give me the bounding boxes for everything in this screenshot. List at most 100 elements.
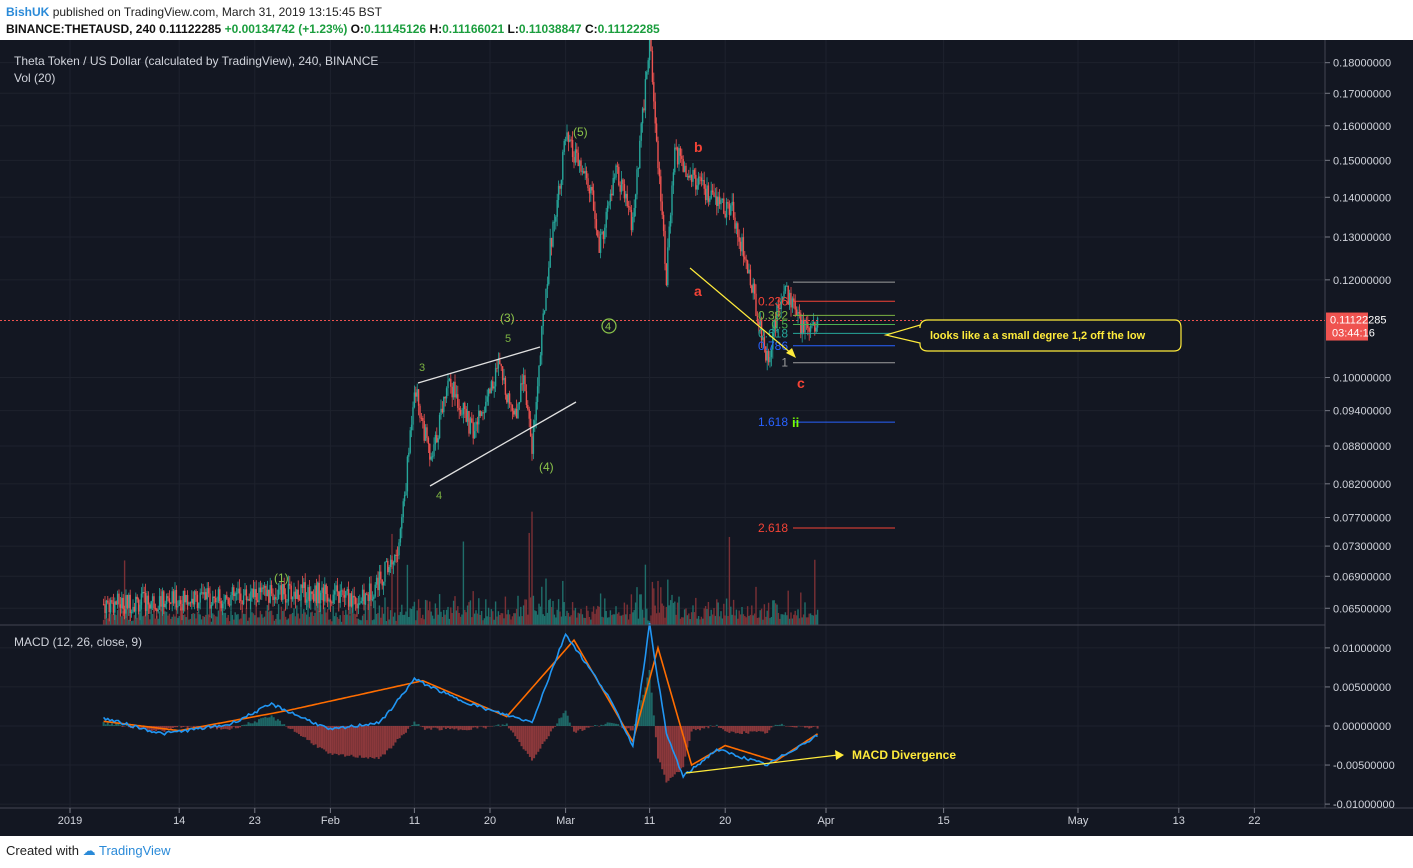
- volume-bar: [700, 616, 703, 625]
- candle-body: [549, 237, 551, 268]
- macd-histogram-bar: [612, 723, 615, 726]
- macd-histogram-bar: [190, 725, 193, 727]
- tradingview-logo-icon[interactable]: ☁: [82, 843, 96, 858]
- macd-histogram-bar: [709, 725, 712, 726]
- candle-body: [335, 585, 337, 592]
- macd-histogram-bar: [203, 725, 206, 729]
- macd-histogram-bar: [598, 725, 601, 727]
- macd-histogram-bar: [772, 725, 775, 727]
- volume-bar: [401, 604, 403, 625]
- candle-body: [413, 392, 416, 408]
- volume-bar: [623, 602, 626, 625]
- macd-axis[interactable]: 0.01000000 0.00500000 0.00000000 -0.0050000…: [1325, 643, 1395, 811]
- macd-histogram-bar: [178, 725, 181, 727]
- macd-histogram-bar: [631, 725, 634, 731]
- volume-bar: [807, 617, 809, 625]
- candle-body: [381, 579, 383, 586]
- macd-histogram-bar: [795, 725, 798, 728]
- time-axis[interactable]: 2019 14 23 Feb 11 20 Mar 11 20 Apr 15 May 13 22: [58, 808, 1261, 827]
- candle-body: [434, 434, 437, 445]
- macd-histogram-bar: [663, 725, 666, 775]
- volume-bar: [503, 618, 505, 625]
- candle-body: [574, 149, 577, 163]
- candle-body: [147, 595, 150, 605]
- candle-body: [626, 193, 628, 207]
- volume-bar: [457, 606, 459, 625]
- volume-bar: [315, 591, 318, 625]
- macd-histogram-bar: [564, 710, 567, 726]
- volume-bar: [794, 610, 796, 625]
- author-link[interactable]: BishUK: [6, 5, 50, 19]
- volume-bar: [132, 620, 134, 625]
- candle-body: [541, 326, 543, 356]
- volume-bar: [394, 612, 396, 625]
- candle-body: [249, 597, 252, 601]
- fib-level-label: 1.618: [758, 415, 788, 429]
- wedge-lower-line[interactable]: [429, 401, 577, 487]
- macd-histogram-bar: [245, 724, 248, 726]
- macd-histogram-bar: [119, 725, 122, 726]
- candle-body: [399, 528, 402, 543]
- candle-body: [140, 593, 143, 605]
- wedge-upper-line[interactable]: [417, 346, 541, 384]
- candle-body: [683, 165, 686, 172]
- candle-body: [472, 422, 474, 439]
- volume-bar: [601, 616, 603, 625]
- macd-histogram-bar: [369, 725, 372, 758]
- candle-body: [310, 591, 312, 602]
- macd-histogram-bar: [106, 722, 109, 726]
- candle-body: [360, 601, 362, 604]
- volume-bar: [595, 609, 598, 625]
- candle-body: [241, 601, 243, 605]
- divergence-arrow-line[interactable]: [685, 754, 839, 774]
- volume-bar: [118, 606, 120, 625]
- volume-bar: [748, 615, 750, 625]
- candle-body: [339, 590, 341, 603]
- volume-bar: [746, 606, 749, 625]
- volume-bar: [602, 617, 605, 625]
- low-label: L:: [507, 22, 519, 36]
- chart-canvas[interactable]: 0.18000000 0.17000000 0.16000000 0.15000000…: [0, 40, 1413, 836]
- volume-bar: [770, 616, 773, 625]
- candle-body: [111, 600, 113, 603]
- volume-bar: [556, 609, 558, 625]
- time-tick-label: Feb: [321, 815, 340, 827]
- volume-bar: [392, 616, 395, 625]
- candle-body: [749, 269, 752, 286]
- candle-body: [640, 123, 642, 141]
- macd-histogram-bar: [379, 725, 382, 757]
- volume-bar: [793, 614, 795, 625]
- macd-histogram-bar: [686, 725, 689, 748]
- candle-body: [550, 237, 553, 247]
- candle-body: [458, 407, 460, 410]
- candle-body: [567, 132, 570, 142]
- candle-body: [126, 594, 129, 608]
- candle-body: [367, 594, 369, 601]
- volume-bar: [560, 616, 563, 625]
- volume-bar: [604, 598, 606, 625]
- volume-bar: [588, 616, 591, 625]
- volume-bar: [644, 564, 647, 625]
- candle-body: [275, 597, 277, 600]
- fib-level-label: 0.382: [758, 308, 788, 322]
- volume-bar: [245, 608, 248, 625]
- divergence-arrow-head: [835, 750, 844, 760]
- macd-histogram-bar: [520, 725, 523, 747]
- tradingview-brand[interactable]: TradingView: [99, 843, 171, 858]
- candle-body: [727, 202, 729, 204]
- down-arrow-line[interactable]: [689, 267, 793, 355]
- callout-bubble[interactable]: [883, 319, 1182, 352]
- macd-histogram-bar: [237, 725, 239, 729]
- time-tick-label: 23: [249, 815, 261, 827]
- volume-bar: [485, 599, 487, 625]
- candle-body: [716, 196, 718, 206]
- macd-histogram-bar: [489, 725, 491, 727]
- volume-bar: [716, 599, 718, 625]
- price-axis[interactable]: 0.18000000 0.17000000 0.16000000 0.15000000…: [1325, 58, 1391, 616]
- candle-body: [388, 567, 390, 573]
- candle-body: [102, 604, 105, 606]
- volume-bar: [273, 620, 276, 625]
- candle-body: [223, 601, 225, 604]
- volume-bar: [692, 605, 694, 625]
